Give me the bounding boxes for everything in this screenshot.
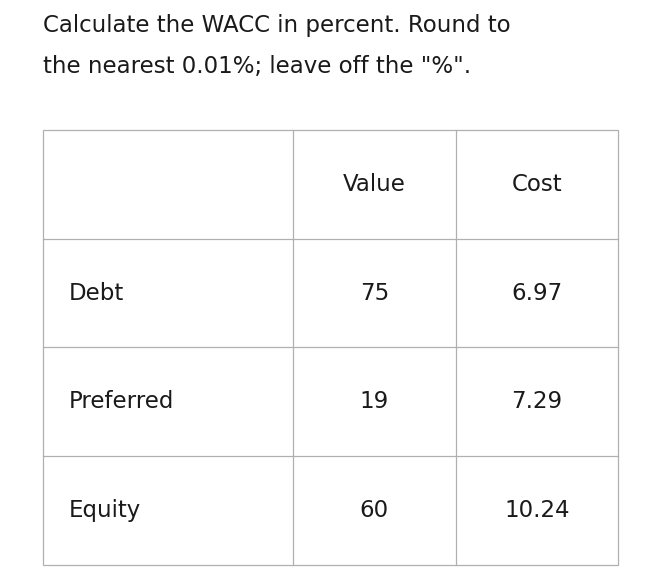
Text: 19: 19 (360, 390, 389, 413)
Text: Debt: Debt (69, 281, 124, 305)
Text: Equity: Equity (69, 499, 141, 522)
Text: Cost: Cost (511, 173, 562, 196)
Text: 6.97: 6.97 (511, 281, 562, 305)
Text: 7.29: 7.29 (511, 390, 562, 413)
Text: Calculate the WACC in percent. Round to: Calculate the WACC in percent. Round to (43, 14, 510, 38)
Text: Value: Value (343, 173, 405, 196)
Text: 60: 60 (360, 499, 389, 522)
Text: Preferred: Preferred (69, 390, 174, 413)
Text: 10.24: 10.24 (504, 499, 570, 522)
Text: the nearest 0.01%; leave off the "%".: the nearest 0.01%; leave off the "%". (43, 55, 471, 78)
Text: 75: 75 (360, 281, 389, 305)
